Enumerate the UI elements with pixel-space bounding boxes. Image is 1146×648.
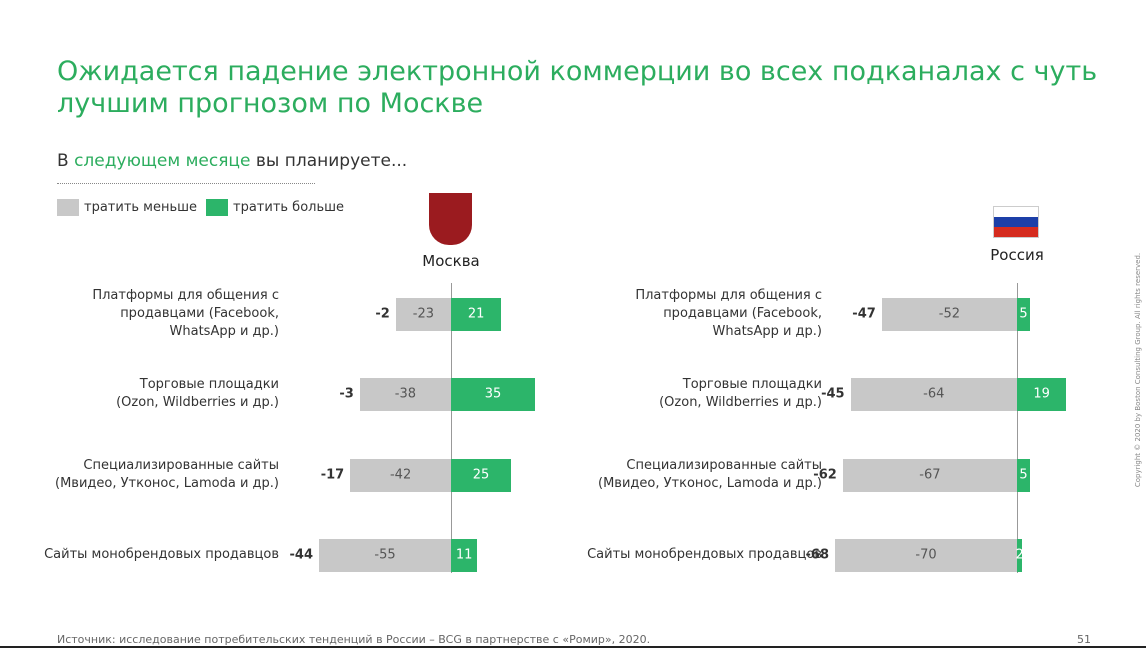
russia-flag xyxy=(993,206,1039,238)
subtitle-part: вы планируете... xyxy=(250,151,408,171)
value-label: -64 xyxy=(923,386,945,402)
center-line xyxy=(1017,283,1018,573)
bar xyxy=(881,297,1017,331)
bar xyxy=(1017,297,1030,331)
subtitle: В следующем месяце вы планируете... xyxy=(57,151,407,171)
total-label: -68 xyxy=(805,547,830,563)
value-label: 11 xyxy=(455,547,473,563)
legend-label: тратить больше xyxy=(233,200,345,215)
chart-title: Москва xyxy=(422,252,480,270)
category-label: Сайты монобрендовых продавцов xyxy=(44,547,279,562)
total-label: -44 xyxy=(289,547,314,563)
bar xyxy=(1017,538,1023,572)
value-label: -23 xyxy=(412,306,435,322)
bar xyxy=(451,538,478,572)
value-label: -38 xyxy=(394,386,417,402)
value-label: 2 xyxy=(1015,547,1024,563)
legend-label: тратить меньше xyxy=(84,200,198,215)
value-label: -70 xyxy=(915,547,937,563)
copyright: Copyright © 2020 by Boston Consulting Gr… xyxy=(1134,252,1142,488)
value-label: -55 xyxy=(374,547,396,563)
bar xyxy=(850,377,1017,411)
bar xyxy=(319,538,451,572)
source: Источник: исследование потребительских т… xyxy=(57,633,651,646)
category-label: Торговые площадки (Ozon, Wildberries и д… xyxy=(659,377,822,410)
value-label: 5 xyxy=(1019,306,1028,322)
value-label: 21 xyxy=(467,306,485,322)
total-label: -3 xyxy=(339,386,354,402)
bar xyxy=(842,458,1017,492)
legend-swatch xyxy=(206,199,228,216)
bar xyxy=(1017,458,1030,492)
value-label: 35 xyxy=(484,386,502,402)
moscow-emblem xyxy=(429,193,472,245)
value-label: -52 xyxy=(938,306,961,322)
page-number: 51 xyxy=(1077,633,1091,646)
legend-swatch xyxy=(57,199,79,216)
bar xyxy=(835,538,1017,572)
bar xyxy=(451,458,511,492)
subtitle-highlight: следующем месяце xyxy=(74,151,251,171)
divider xyxy=(57,183,315,184)
chart-title: Россия xyxy=(990,246,1044,264)
center-line xyxy=(451,283,452,573)
value-label: 5 xyxy=(1019,467,1028,483)
bar xyxy=(451,297,502,331)
bar xyxy=(451,377,535,411)
value-label: -67 xyxy=(919,467,941,483)
category-label: Специализированные сайты (Мвидео, Утконо… xyxy=(598,458,822,491)
total-label: -47 xyxy=(852,306,876,322)
category-label: Специализированные сайты (Мвидео, Утконо… xyxy=(55,458,279,491)
bar xyxy=(350,458,451,492)
total-label: -45 xyxy=(821,386,845,402)
bar xyxy=(359,377,451,411)
bar xyxy=(1017,377,1067,411)
value-label: -42 xyxy=(389,467,412,483)
bar xyxy=(395,297,451,331)
slide-title: Ожидается падение электронной коммерции … xyxy=(57,56,1098,119)
value-label: 25 xyxy=(472,467,490,483)
total-label: -2 xyxy=(375,306,390,322)
total-label: -17 xyxy=(320,467,345,483)
category-label: Сайты монобрендовых продавцов xyxy=(587,547,822,562)
category-label: Торговые площадки (Ozon, Wildberries и д… xyxy=(116,377,279,410)
value-label: 19 xyxy=(1033,386,1050,402)
category-label: Платформы для общения с продавцами (Face… xyxy=(92,288,279,339)
subtitle-part: В xyxy=(57,151,75,171)
bottom-rule xyxy=(0,646,1146,648)
category-label: Платформы для общения с продавцами (Face… xyxy=(635,288,822,339)
total-label: -62 xyxy=(813,467,837,483)
